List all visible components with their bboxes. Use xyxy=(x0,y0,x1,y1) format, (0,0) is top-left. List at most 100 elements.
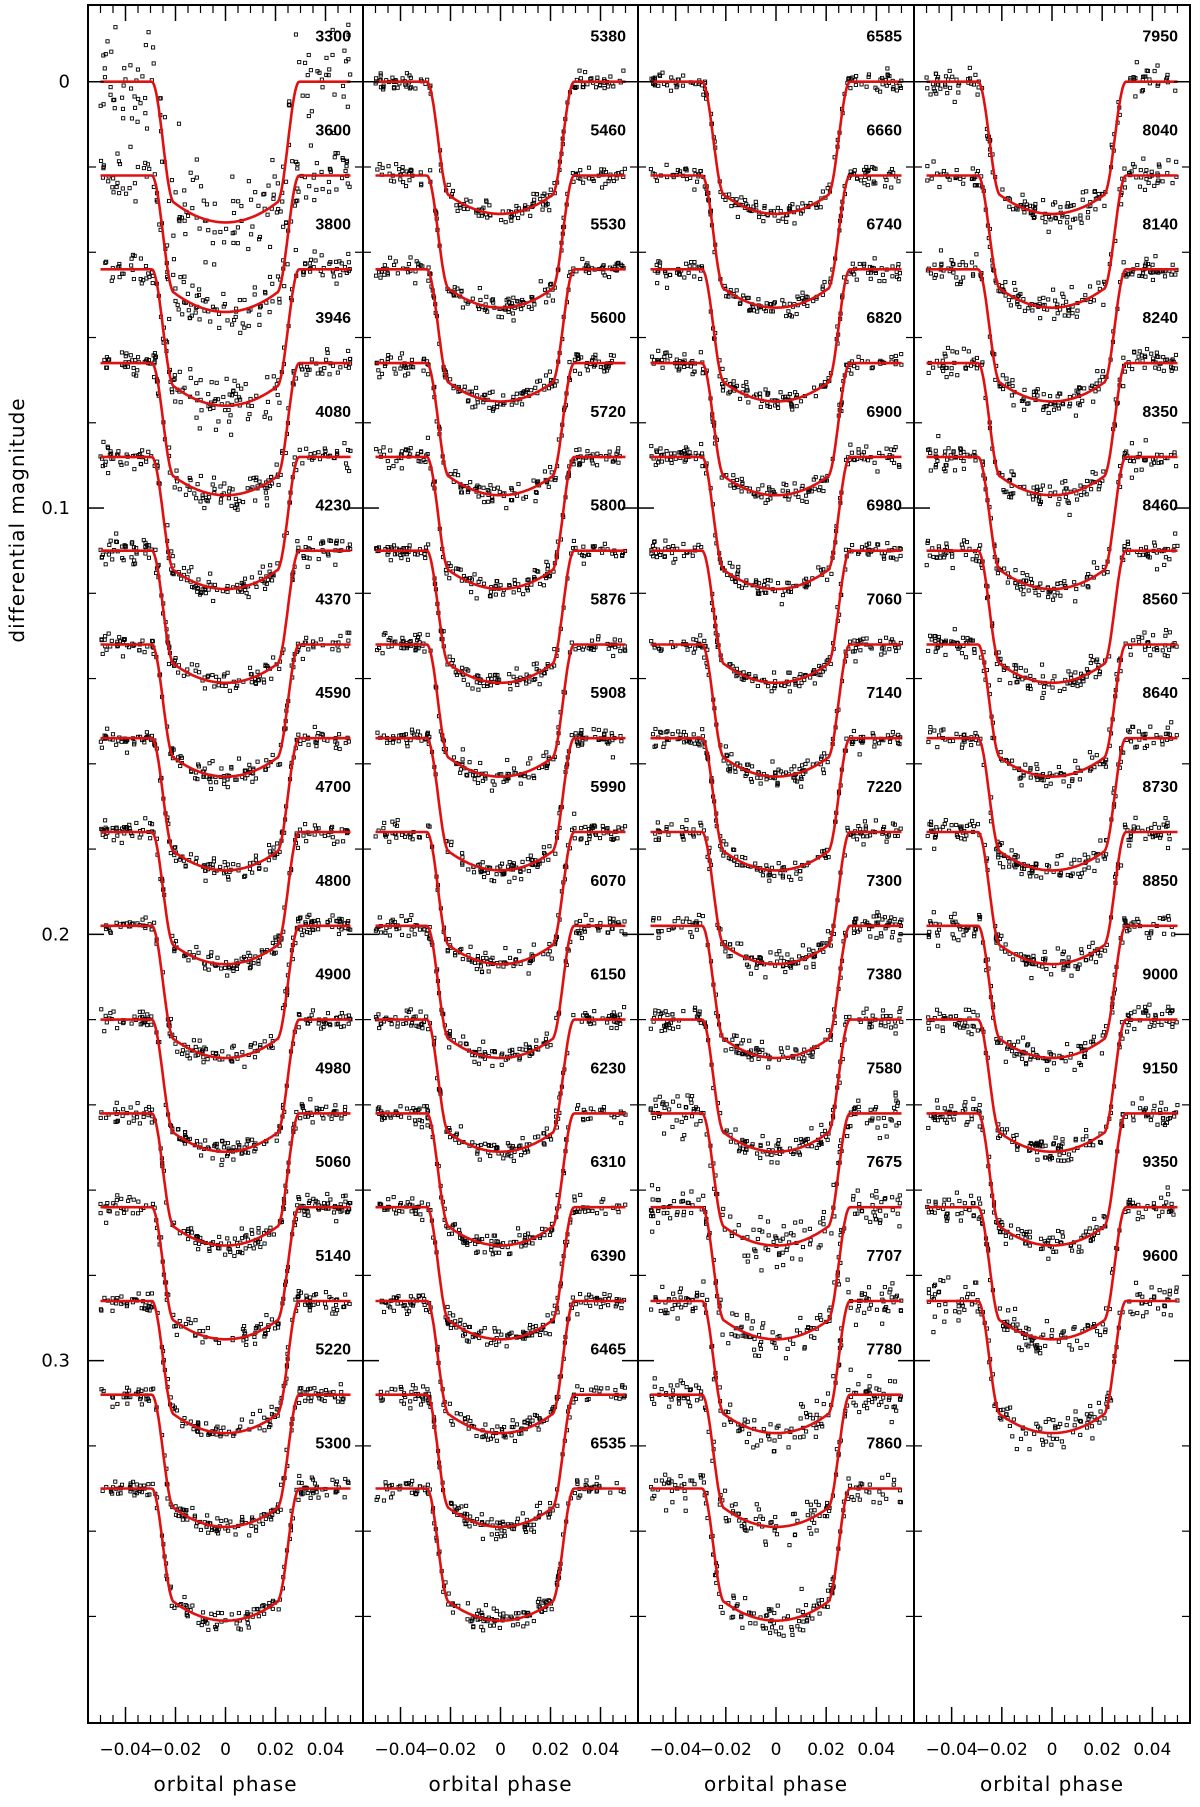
data-point-4230 xyxy=(147,543,152,548)
data-point-5908 xyxy=(591,727,596,732)
data-point-5140 xyxy=(262,1415,267,1420)
data-point-6230 xyxy=(412,1118,418,1123)
data-point-3946 xyxy=(269,481,275,486)
data-point-6230 xyxy=(485,1233,490,1238)
data-point-3300 xyxy=(128,144,133,149)
data-point-4980 xyxy=(193,1240,198,1245)
data-point-5140 xyxy=(218,1434,223,1439)
data-point-3946 xyxy=(135,368,140,373)
data-point-3800 xyxy=(223,408,228,413)
data-point-6070 xyxy=(583,912,588,917)
data-point-5220 xyxy=(206,1530,211,1535)
data-point-5800 xyxy=(581,544,586,549)
data-point-3800 xyxy=(194,380,199,386)
data-point-5530 xyxy=(543,373,549,378)
data-point-4980 xyxy=(217,1234,222,1239)
data-point-4980 xyxy=(256,1230,261,1235)
data-point-3800 xyxy=(198,378,203,383)
data-point-5530 xyxy=(607,274,612,280)
data-point-4800 xyxy=(262,1039,267,1044)
data-point-3946 xyxy=(218,484,223,489)
data-point-5060 xyxy=(104,1220,109,1225)
data-point-5908 xyxy=(471,870,477,875)
data-point-3600 xyxy=(257,312,262,317)
data-point-6465 xyxy=(474,1517,480,1522)
data-point-3946 xyxy=(153,354,159,359)
data-point-3800 xyxy=(275,392,280,398)
data-point-6070 xyxy=(523,1047,528,1052)
data-point-5140 xyxy=(180,1424,185,1429)
data-point-3946 xyxy=(177,487,182,492)
data-point-6150 xyxy=(501,1156,506,1161)
data-point-5140 xyxy=(239,1417,244,1422)
data-point-5140 xyxy=(238,1424,243,1429)
data-point-5876 xyxy=(541,753,546,758)
data-point-4370 xyxy=(219,766,224,771)
data-point-5990 xyxy=(381,826,386,831)
data-point-5720 xyxy=(472,572,477,577)
data-point-6070 xyxy=(577,918,583,924)
data-point-5720 xyxy=(394,459,399,464)
data-point-5060 xyxy=(114,1198,119,1203)
data-point-6390 xyxy=(483,1422,488,1427)
data-point-3600 xyxy=(292,203,297,208)
data-point-3946 xyxy=(346,365,351,370)
data-point-5220 xyxy=(180,1517,185,1522)
data-point-5300 xyxy=(146,1482,151,1487)
data-point-4080 xyxy=(106,471,111,476)
data-point-5220 xyxy=(339,1390,344,1395)
data-point-5800 xyxy=(470,686,475,691)
data-point-4980 xyxy=(342,1108,348,1113)
data-point-4080 xyxy=(297,447,302,452)
data-point-3946 xyxy=(198,499,203,504)
data-point-5300 xyxy=(100,1488,105,1494)
data-point-6070 xyxy=(472,1059,477,1064)
data-point-5220 xyxy=(143,1387,148,1392)
data-point-4230 xyxy=(131,545,137,550)
data-point-4900 xyxy=(219,1162,224,1168)
data-point-3300 xyxy=(194,175,199,180)
data-point-5876 xyxy=(380,651,385,656)
data-point-4700 xyxy=(194,944,199,950)
data-point-4230 xyxy=(166,661,172,667)
data-point-4230 xyxy=(106,552,111,557)
data-point-4230 xyxy=(107,542,112,547)
data-point-4980 xyxy=(243,1246,248,1251)
data-point-3600 xyxy=(333,150,338,156)
data-point-4900 xyxy=(221,1145,226,1150)
data-point-6310 xyxy=(458,1317,463,1322)
data-point-5908 xyxy=(460,851,465,856)
data-point-5990 xyxy=(615,836,620,841)
data-point-4230 xyxy=(334,541,339,546)
data-point-3600 xyxy=(319,169,324,174)
data-point-3300 xyxy=(140,74,145,79)
data-point-4230 xyxy=(202,686,207,691)
data-point-5990 xyxy=(579,826,584,831)
data-point-5530 xyxy=(378,275,383,280)
data-point-4800 xyxy=(252,1055,258,1060)
data-point-6465 xyxy=(617,1396,622,1401)
data-point-5380 xyxy=(499,217,504,223)
data-point-6150 xyxy=(571,1013,576,1018)
data-point-4900 xyxy=(111,1009,116,1014)
data-point-4370 xyxy=(225,785,230,790)
data-point-6465 xyxy=(421,1384,426,1389)
data-point-5530 xyxy=(413,281,418,286)
data-point-6310 xyxy=(448,1325,453,1331)
data-point-3300 xyxy=(201,198,206,203)
data-point-4980 xyxy=(310,1120,315,1125)
data-point-6390 xyxy=(447,1401,452,1406)
data-point-5380 xyxy=(621,68,626,73)
data-point-5060 xyxy=(183,1321,188,1327)
data-point-3300 xyxy=(300,93,305,98)
data-point-5220 xyxy=(115,1401,120,1407)
data-point-3600 xyxy=(267,310,272,315)
data-point-4590 xyxy=(253,853,259,858)
data-point-5220 xyxy=(338,1382,343,1387)
data-point-6310 xyxy=(418,1212,423,1217)
data-point-5600 xyxy=(456,473,461,478)
data-point-6465 xyxy=(547,1501,553,1506)
data-point-5908 xyxy=(573,731,578,736)
data-point-3800 xyxy=(271,374,276,379)
data-point-4080 xyxy=(105,444,110,449)
